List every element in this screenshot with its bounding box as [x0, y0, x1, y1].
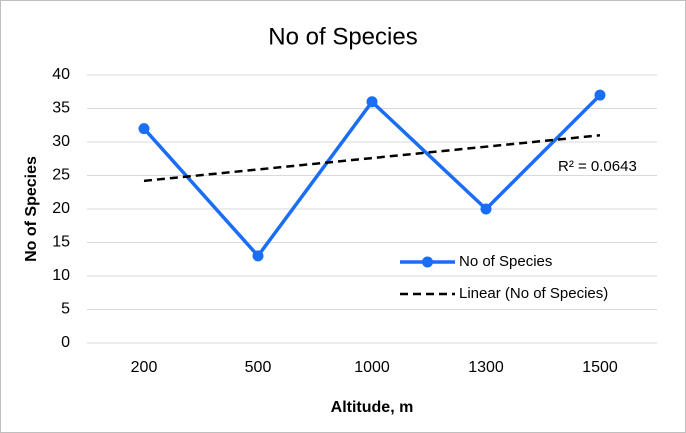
y-tick-label: 25: [52, 167, 70, 184]
legend-label: Linear (No of Species): [459, 285, 608, 302]
x-axis-title: Altitude, m: [331, 399, 414, 416]
annotation: R² = 0.0643: [558, 158, 637, 175]
x-tick-label: 200: [131, 359, 158, 376]
x-tick-label: 500: [245, 359, 272, 376]
y-tick-label: 5: [61, 301, 70, 318]
data-point: [138, 123, 150, 135]
y-tick-label: 30: [52, 133, 70, 150]
chart-title: No of Species: [268, 23, 417, 50]
y-tick-label: 0: [61, 334, 70, 351]
legend-label: No of Species: [459, 253, 552, 270]
data-point: [594, 89, 606, 101]
data-point: [480, 203, 492, 215]
data-point: [252, 250, 264, 262]
y-tick-label: 10: [52, 267, 70, 284]
y-tick-label: 40: [52, 66, 70, 83]
y-tick-label: 15: [52, 234, 70, 251]
x-tick-label: 1000: [354, 359, 390, 376]
x-tick-label: 1300: [468, 359, 504, 376]
y-tick-label: 35: [52, 100, 70, 117]
y-axis-title: No of Species: [23, 156, 40, 262]
legend-marker: [422, 256, 433, 268]
x-tick-label: 1500: [582, 359, 618, 376]
trendline: [143, 134, 601, 183]
data-point: [366, 96, 378, 108]
y-tick-label: 20: [52, 200, 70, 217]
